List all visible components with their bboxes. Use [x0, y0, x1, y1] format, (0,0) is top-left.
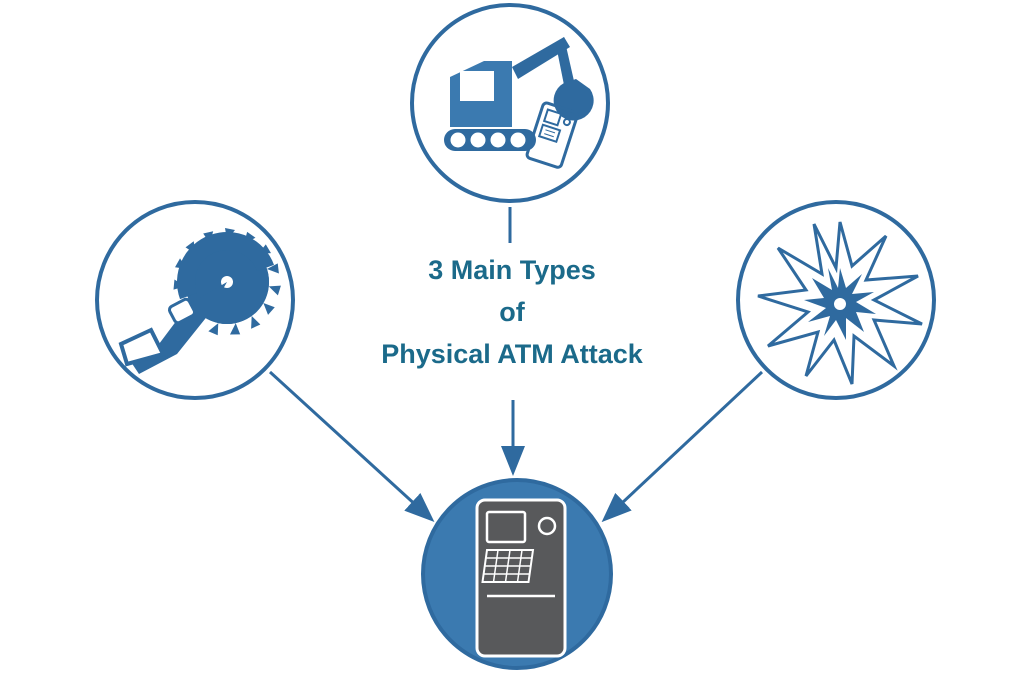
- edge-right-to-atm: [606, 372, 762, 518]
- explosion-icon: [740, 204, 940, 404]
- title-line-2: of: [332, 292, 692, 334]
- node-right-circle: [736, 200, 936, 400]
- node-bottom-circle: [421, 478, 613, 670]
- saw-icon: [99, 204, 299, 404]
- title-line-1: 3 Main Types: [332, 250, 692, 292]
- node-top-circle: [410, 3, 610, 203]
- excavator-icon: [414, 7, 614, 207]
- node-left-circle: [95, 200, 295, 400]
- diagram-title: 3 Main Types of Physical ATM Attack: [332, 250, 692, 376]
- title-line-3: Physical ATM Attack: [332, 334, 692, 376]
- atm-icon: [425, 482, 617, 674]
